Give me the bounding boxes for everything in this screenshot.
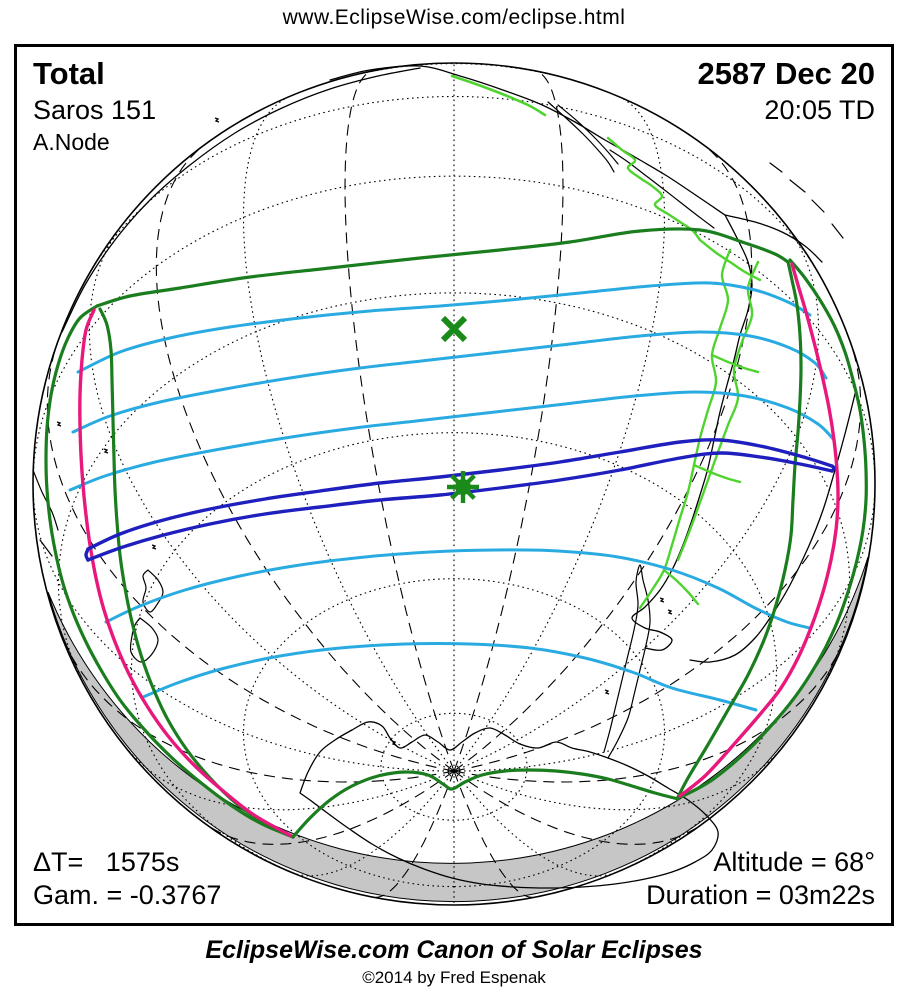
node-label: A.Node xyxy=(33,128,110,155)
footer-title: EclipseWise.com Canon of Solar Eclipses xyxy=(205,936,703,964)
globe-outline xyxy=(32,62,876,906)
eclipse-info-bottom-right: Altitude = 68° Duration = 03m22s xyxy=(646,846,875,914)
delta-t-label: ΔT= 1575s xyxy=(33,846,180,877)
altitude-label: Altitude = 68° xyxy=(713,846,875,877)
eclipse-type-label: Total xyxy=(33,56,105,91)
duration-label: Duration = 03m22s xyxy=(646,880,875,911)
eclipse-time-label: 20:05 TD xyxy=(764,94,875,125)
footer-copyright: ©2014 by Fred Espenak xyxy=(362,968,546,987)
penumbra-magnitude-lines xyxy=(68,281,836,712)
page-url-text: www.EclipseWise.com/eclipse.html xyxy=(282,6,626,29)
globe-disc xyxy=(33,63,875,905)
country-borders xyxy=(450,74,762,610)
penumbra-limits-and-riseset xyxy=(44,227,868,839)
night-shading xyxy=(47,556,869,903)
gamma-label: Gam. = -0.3767 xyxy=(33,880,222,911)
map-frame: Total Saros 151 A.Node 2587 Dec 20 20:05… xyxy=(14,44,894,926)
graticule xyxy=(32,63,876,905)
greatest-eclipse-star-marker xyxy=(447,471,479,503)
eclipse-globe-map xyxy=(32,62,876,906)
eclipse-date-label: 2587 Dec 20 xyxy=(697,56,875,91)
greatest-duration-x-marker xyxy=(440,315,468,343)
eclipse-info-bottom-left: ΔT= 1575s Gam. = -0.3767 xyxy=(33,846,221,914)
saros-label: Saros 151 xyxy=(33,94,157,125)
coastlines xyxy=(32,65,857,889)
eclipse-info-top-right: 2587 Dec 20 20:05 TD xyxy=(697,55,875,128)
eclipse-info-top-left: Total Saros 151 A.Node xyxy=(33,55,156,156)
eclipse-markers xyxy=(440,315,479,503)
